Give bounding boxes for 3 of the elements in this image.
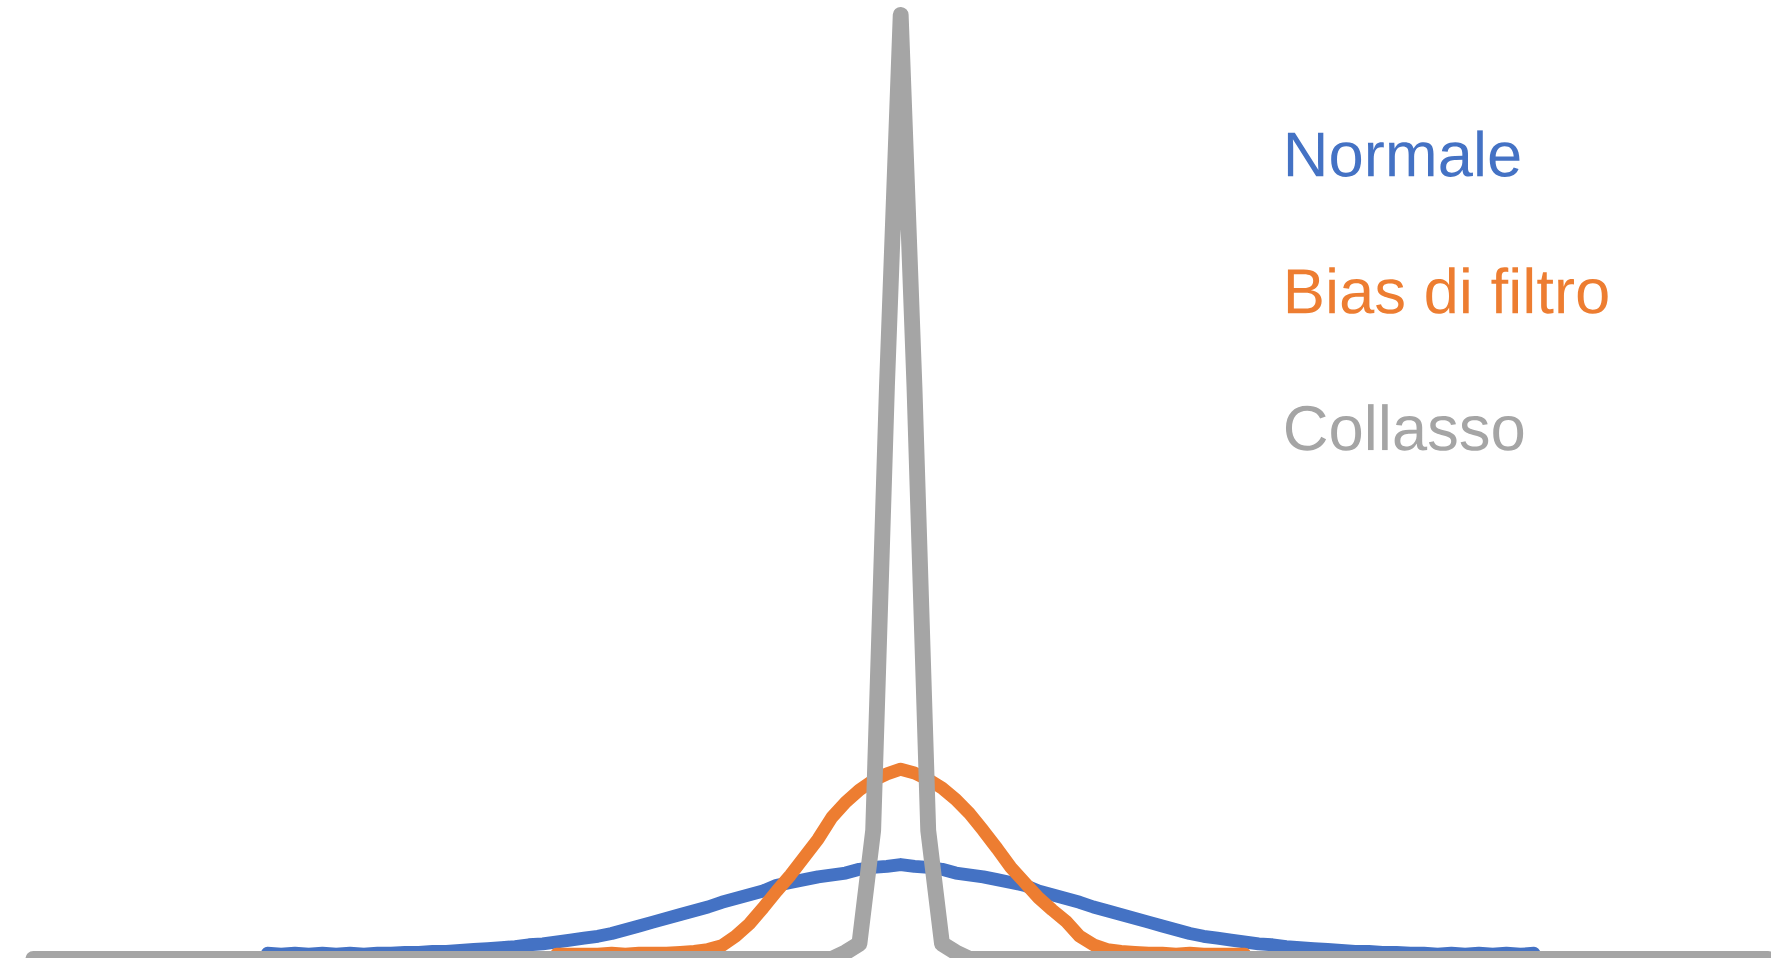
text: Collasso <box>1285 404 1524 451</box>
text: Normale <box>1287 130 1520 177</box>
text: Bias di filtro <box>1287 267 1608 314</box>
